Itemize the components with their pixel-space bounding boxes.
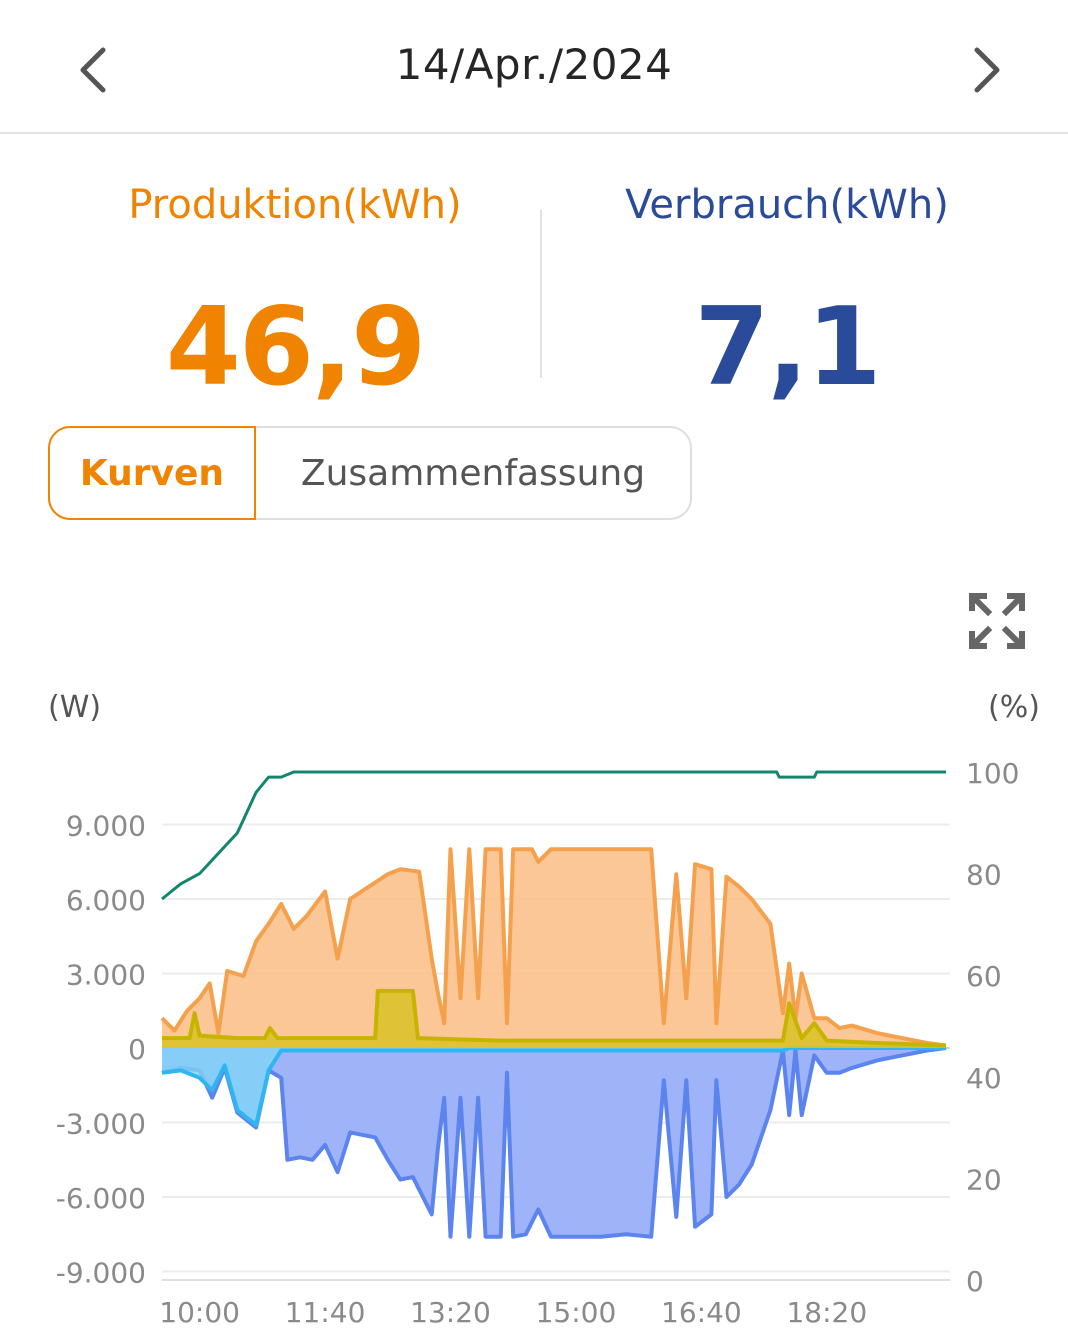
tab-summary[interactable]: Zusammenfassung: [300, 452, 646, 494]
right-axis-unit: (%): [988, 690, 1040, 725]
right-axis-tick-label: 60: [966, 960, 1002, 993]
header-bar: 14/Apr./2024: [0, 0, 1068, 134]
consumption-label: Verbrauch(kWh): [625, 182, 949, 228]
x-axis-tick-label: 13:20: [410, 1296, 491, 1329]
consumption-value: 7,1: [694, 285, 881, 410]
grid-power-area: [162, 1048, 946, 1237]
left-axis-tick-label: -9.000: [56, 1257, 146, 1290]
grid-power-line: [161, 1046, 947, 1239]
right-axis-tick-label: 40: [966, 1062, 1002, 1095]
x-axis-tick-label: 18:20: [786, 1296, 867, 1329]
power-chart[interactable]: 9.000 6.000 3.000 0 -3.000 -6.000 -9.000 100 80 6…: [0, 740, 1068, 1342]
left-axis-tick-label: -3.000: [56, 1108, 146, 1141]
cyan-power-area: [162, 1048, 946, 1125]
fullscreen-expand-icon: [968, 592, 1026, 650]
left-axis-tick-label: 3.000: [66, 959, 146, 992]
production-label: Produktion(kWh): [128, 182, 462, 228]
battery-power-area: [162, 990, 946, 1048]
battery-soc-line: [161, 770, 946, 901]
left-axis-tick-label: 0: [128, 1033, 146, 1066]
pv-power-line: [160, 847, 947, 1048]
left-axis-tick-label: 6.000: [66, 884, 146, 917]
production-value: 46,9: [165, 285, 426, 410]
left-axis-tick-label: -6.000: [56, 1182, 146, 1215]
x-axis-tick-label: 11:40: [285, 1296, 366, 1329]
right-axis-tick-label: 80: [966, 859, 1002, 892]
right-axis-tick-label: 100: [966, 757, 1019, 790]
next-day-button[interactable]: [958, 40, 1018, 100]
fullscreen-button[interactable]: [966, 590, 1028, 652]
chevron-left-icon: [80, 47, 106, 93]
x-axis-tick-label: 16:40: [661, 1296, 742, 1329]
date-title[interactable]: 14/Apr./2024: [395, 40, 673, 89]
x-axis-tick-label: 15:00: [536, 1296, 617, 1329]
tab-curves[interactable]: Kurven: [48, 426, 256, 520]
chevron-right-icon: [974, 47, 1000, 93]
summary-divider: [540, 210, 542, 378]
x-axis-tick-label: 10:00: [159, 1296, 240, 1329]
left-axis-unit: (W): [48, 690, 102, 725]
energy-summary: Produktion(kWh) 46,9 Verbrauch(kWh) 7,1: [0, 160, 1068, 410]
view-tabs: Kurven Zusammenfassung: [48, 426, 692, 520]
right-axis-tick-label: 20: [966, 1163, 1002, 1196]
battery-power-line: [162, 988, 947, 1048]
cyan-power-line: [161, 1046, 946, 1127]
right-axis-tick-label: 0: [966, 1265, 984, 1298]
previous-day-button[interactable]: [62, 40, 122, 100]
left-axis-tick-label: 9.000: [66, 810, 146, 843]
